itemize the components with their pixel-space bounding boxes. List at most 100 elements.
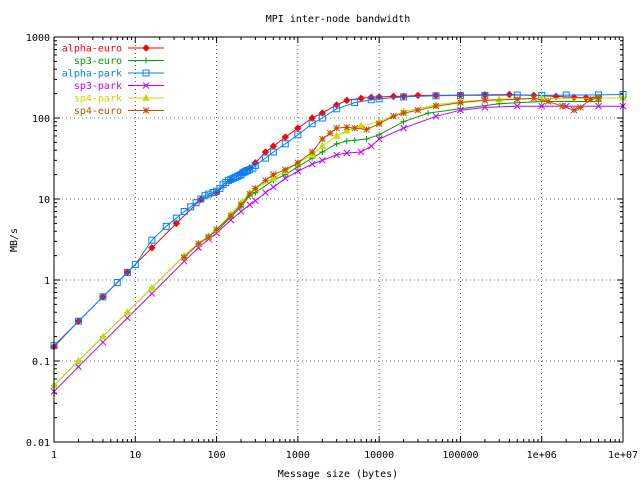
data-point-sp4-euro — [270, 171, 277, 178]
legend-label: sp3-park — [74, 81, 122, 92]
y-tick-label: 0.1 — [32, 357, 50, 368]
data-point-alpha-park — [243, 166, 251, 174]
data-point-sp3-park — [318, 156, 326, 164]
data-point-sp4-euro — [308, 148, 316, 156]
y-tick-label: 100 — [32, 114, 50, 125]
data-point-alpha-euro — [281, 133, 289, 141]
series-line-alpha-euro — [53, 93, 599, 348]
data-point-sp3-park — [281, 174, 289, 182]
data-point-sp3-park — [481, 104, 489, 111]
data-point-sp3-euro — [400, 118, 407, 125]
data-point-sp4-park — [332, 131, 341, 139]
data-point-alpha-park — [308, 120, 316, 128]
data-point-alpha-park — [233, 172, 241, 180]
data-point-sp4-park — [318, 142, 327, 149]
data-point-sp4-euro — [252, 185, 259, 192]
data-point-alpha-park — [123, 268, 131, 276]
series-line-sp4-euro — [183, 97, 599, 258]
data-point-sp3-euro — [333, 140, 340, 147]
data-point-sp4-euro — [246, 190, 254, 198]
data-point-sp3-euro — [351, 137, 358, 144]
y-tick-label: 1 — [44, 276, 50, 287]
data-point-sp4-euro — [363, 126, 370, 133]
data-point-sp4-euro — [513, 95, 521, 103]
data-point-alpha-park — [367, 96, 375, 104]
data-point-alpha-park — [180, 208, 188, 216]
legend-marker — [142, 107, 150, 114]
data-point-sp3-park — [75, 363, 82, 371]
data-point-alpha-park — [113, 279, 121, 287]
data-point-alpha-park — [172, 214, 180, 222]
data-point-alpha-park — [432, 92, 440, 100]
data-point-alpha-park — [74, 317, 82, 325]
data-point-sp3-park — [148, 290, 156, 297]
data-point-sp3-park — [357, 148, 365, 156]
data-point-sp3-euro — [425, 110, 432, 117]
series-line-sp4-park — [53, 97, 624, 386]
data-point-sp3-park — [99, 338, 107, 346]
series-sp3-euro — [51, 98, 602, 389]
legend-label: sp3-euro — [74, 56, 122, 67]
data-point-alpha-park — [262, 154, 270, 162]
data-point-alpha-park — [192, 199, 200, 207]
data-point-sp3-park — [333, 151, 340, 159]
data-point-alpha-park — [242, 167, 250, 175]
legend-marker — [143, 57, 149, 64]
data-point-sp4-euro — [414, 106, 422, 114]
legend-marker — [142, 44, 150, 52]
data-point-sp4-euro — [544, 98, 552, 105]
data-point-sp3-euro — [343, 138, 350, 145]
x-axis-label: Message size (bytes) — [278, 469, 398, 480]
data-point-sp4-euro — [262, 176, 269, 184]
x-tick-label: 10 — [129, 450, 141, 461]
data-point-sp4-euro — [326, 129, 334, 137]
data-point-alpha-park — [400, 93, 408, 101]
data-point-alpha-park — [187, 203, 195, 211]
data-point-alpha-park — [162, 222, 170, 230]
series-alpha-park — [50, 91, 627, 350]
data-point-alpha-park — [269, 148, 277, 156]
data-point-sp4-euro — [205, 233, 213, 241]
chart-title: MPI inter-node bandwidth — [266, 14, 411, 25]
data-point-sp3-park — [343, 149, 351, 157]
data-point-alpha-euro — [332, 101, 341, 109]
data-point-alpha-park — [205, 190, 213, 198]
data-point-alpha-park — [281, 140, 289, 148]
data-point-sp4-euro — [237, 201, 245, 209]
data-point-sp4-euro — [559, 102, 566, 110]
legend-item-alpha-park: alpha-park — [62, 69, 164, 80]
series-line-sp3-euro — [53, 101, 599, 386]
x-tick-label: 100 — [208, 450, 226, 461]
x-axis-ticks: 1 10 100 1000 10000 100000 1e+06 1e+07 — [51, 37, 638, 461]
data-point-sp4-euro — [481, 97, 489, 104]
data-point-sp3-park — [252, 197, 259, 205]
data-point-sp3-park — [262, 189, 269, 196]
data-point-alpha-park — [318, 114, 326, 122]
plot-frame — [53, 36, 624, 443]
y-tick-label: 10 — [38, 195, 50, 206]
data-point-sp4-park — [269, 174, 278, 182]
legend-label: alpha-park — [62, 69, 122, 80]
data-point-sp4-euro — [351, 124, 359, 132]
data-point-sp4-euro — [281, 166, 289, 174]
data-point-alpha-euro — [294, 124, 302, 132]
data-point-sp4-euro — [227, 212, 235, 220]
data-point-alpha-park — [201, 192, 209, 200]
x-tick-label: 1000 — [286, 450, 310, 461]
data-point-sp3-park — [513, 102, 521, 110]
data-point-alpha-park — [131, 261, 139, 269]
data-point-sp4-euro — [400, 109, 407, 117]
legend-label: sp4-park — [74, 94, 122, 105]
data-point-sp4-euro — [390, 112, 397, 120]
series-sp4-euro — [180, 94, 602, 261]
grid-lines — [54, 37, 623, 442]
x-tick-label: 1e+07 — [608, 450, 638, 461]
data-point-alpha-park — [99, 293, 107, 301]
data-point-alpha-park — [209, 189, 217, 197]
series-alpha-euro — [50, 90, 603, 351]
data-point-alpha-park — [375, 95, 383, 103]
legend-marker — [142, 93, 150, 101]
data-point-sp4-park — [342, 126, 351, 134]
data-point-sp4-park — [123, 308, 132, 316]
